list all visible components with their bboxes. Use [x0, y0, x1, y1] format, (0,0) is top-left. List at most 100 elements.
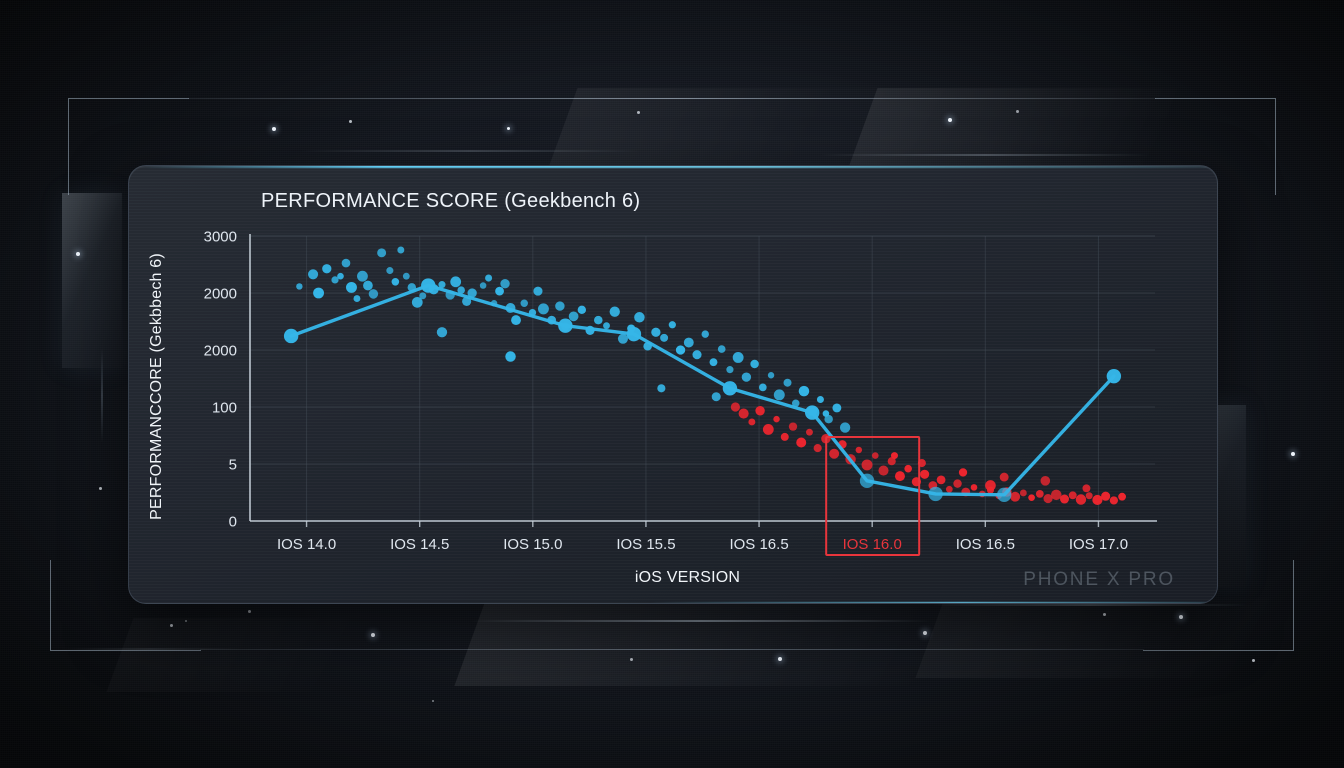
data-point — [1068, 491, 1077, 500]
data-point — [505, 351, 516, 362]
data-point — [1035, 490, 1044, 498]
tick-labels: 3000 2000 2000 100 5 0 IOS 14.0 IOS 14.5 IOS 15.… — [204, 229, 1128, 554]
data-point — [780, 432, 789, 441]
data-point — [377, 248, 387, 258]
data-point — [368, 289, 379, 299]
data-point — [701, 330, 709, 338]
data-point — [871, 452, 879, 459]
data-point — [511, 315, 521, 326]
data-point — [1019, 489, 1027, 497]
trend-marker — [1106, 368, 1122, 384]
data-point — [759, 383, 767, 392]
data-point — [1092, 494, 1103, 506]
highlight-box — [825, 436, 921, 556]
data-point — [322, 264, 332, 274]
data-point — [594, 315, 603, 325]
y-tick-label: 2000 — [204, 343, 237, 360]
data-point — [1085, 492, 1093, 500]
data-point — [945, 485, 953, 493]
data-point — [438, 281, 446, 289]
data-point — [337, 272, 344, 280]
plot-area[interactable]: 3000 2000 2000 100 5 0 IOS 14.0 IOS 14.5 IOS 15.… — [129, 166, 1217, 603]
data-point — [832, 403, 842, 413]
card-bottom-glow — [649, 602, 1217, 603]
data-point — [999, 472, 1009, 482]
data-point — [839, 422, 851, 433]
axes — [249, 234, 1157, 527]
trend-marker — [804, 405, 820, 420]
data-point — [617, 333, 628, 344]
data-point — [500, 278, 510, 289]
data-point — [467, 288, 477, 298]
data-point — [450, 276, 462, 288]
data-point — [520, 299, 528, 308]
data-point — [660, 333, 669, 342]
data-point — [436, 327, 448, 338]
data-point — [822, 410, 830, 417]
data-point — [331, 276, 339, 284]
trend-marker — [421, 278, 436, 293]
data-point — [1075, 494, 1087, 505]
data-point — [668, 321, 676, 329]
data-point — [985, 480, 996, 491]
data-point — [878, 465, 889, 476]
data-point — [798, 385, 810, 397]
data-point — [651, 327, 661, 337]
data-point — [750, 359, 759, 369]
chart-title: PERFORMANCE SCORE (Geekbench 6) — [261, 190, 641, 212]
x-tick-label: IOS 14.0 — [277, 536, 336, 553]
data-point — [767, 372, 775, 379]
y-tick-label: 3000 — [204, 229, 237, 246]
data-point — [357, 270, 368, 282]
data-point — [1118, 492, 1126, 501]
x-tick-label: IOS 16.5 — [729, 536, 788, 553]
data-point — [555, 301, 565, 311]
data-point — [1010, 491, 1021, 502]
data-point — [920, 469, 930, 479]
data-point — [741, 372, 752, 382]
data-point — [386, 267, 394, 275]
svg-text:PERFORMANCCORE (Gekbbech 6): PERFORMANCCORE (Gekbbech 6) — [148, 253, 165, 520]
data-point — [738, 408, 749, 419]
data-point — [717, 345, 726, 353]
data-point — [391, 277, 400, 286]
data-point — [296, 283, 303, 290]
x-tick-label: IOS 14.5 — [390, 536, 449, 553]
data-point — [1043, 494, 1053, 504]
data-point — [796, 437, 807, 448]
device-watermark: PHONE X PRO — [1023, 569, 1175, 590]
data-point — [568, 311, 579, 322]
data-point — [773, 415, 780, 423]
data-point — [730, 402, 741, 412]
data-point — [346, 281, 357, 293]
data-point — [711, 392, 721, 402]
data-point — [958, 468, 968, 477]
data-point — [953, 479, 962, 488]
data-point — [353, 295, 361, 303]
data-point — [890, 452, 898, 460]
y-tick-label: 2000 — [204, 286, 237, 303]
x-tick-label-highlighted: IOS 16.0 — [843, 536, 902, 553]
data-point — [457, 286, 465, 294]
data-point — [788, 422, 798, 431]
y-tick-label: 0 — [229, 514, 237, 531]
data-point — [936, 475, 946, 485]
data-point — [813, 444, 822, 453]
scatter-points — [296, 246, 1126, 506]
x-tick-label: IOS 15.5 — [616, 536, 675, 553]
trend-marker — [928, 486, 943, 502]
data-point — [755, 406, 765, 416]
card-top-glow — [139, 166, 1217, 168]
data-point — [692, 350, 702, 360]
data-point — [762, 424, 774, 435]
data-point — [861, 459, 873, 471]
data-point — [634, 312, 645, 323]
data-point — [824, 414, 833, 424]
data-point — [533, 286, 543, 296]
data-point — [709, 358, 718, 367]
data-point — [894, 471, 905, 482]
data-point — [1109, 496, 1118, 505]
trend-marker — [626, 326, 642, 342]
x-tick-label: IOS 17.0 — [1069, 536, 1128, 553]
trend-marker — [722, 381, 738, 396]
